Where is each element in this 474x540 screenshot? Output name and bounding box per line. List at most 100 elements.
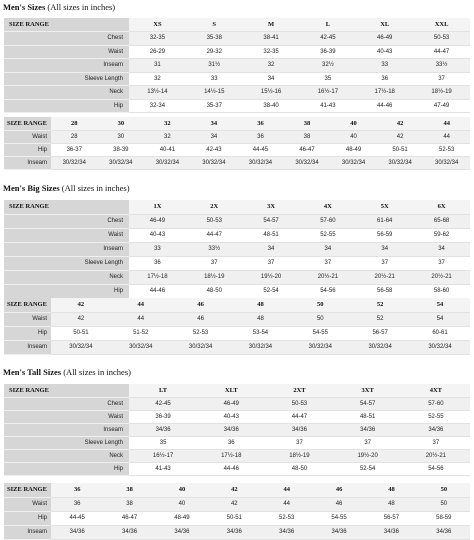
row-label: Chest xyxy=(4,214,129,229)
table-cell: 52-55 xyxy=(401,410,470,424)
table-cell: 54-55 xyxy=(290,326,351,341)
table-cell: 13½-14 xyxy=(129,85,186,100)
size-header-cell: 4X xyxy=(299,200,357,215)
table-cell: 28 xyxy=(51,130,98,144)
table-cell: 30/32/34 xyxy=(290,340,351,355)
header-row: SIZE RANGE LT XLT 2XT 3XT 4XT xyxy=(4,384,470,398)
table-cell: 50-51 xyxy=(208,511,261,526)
table-cell: 46 xyxy=(312,497,366,512)
table-cell: 30/32/34 xyxy=(51,156,98,170)
table-cell: 20½-21 xyxy=(401,449,470,463)
table-cell: 34/36 xyxy=(365,525,418,540)
size-header-cell: 50 xyxy=(417,483,470,498)
table-cell: 17½-18 xyxy=(129,270,186,285)
table-cell: 14½-15 xyxy=(185,85,243,100)
size-header-cell: 2X xyxy=(185,200,243,215)
table-cell: 42-43 xyxy=(190,143,238,157)
size-header-cell: 38 xyxy=(283,117,331,131)
table-cell: 34/36 xyxy=(260,525,313,540)
table-cell: 34/36 xyxy=(265,423,334,437)
size-header-cell: 48 xyxy=(230,298,291,313)
table-cell: 34 xyxy=(242,72,300,86)
row-label: Hip xyxy=(4,284,129,299)
table-row: Inseam 33 33½ 34 34 34 34 xyxy=(4,242,470,257)
table-cell: 37 xyxy=(401,436,470,450)
size-range-header: SIZE RANGE xyxy=(4,200,129,215)
table-cell: 57-60 xyxy=(401,397,470,411)
table-row: Neck 17½-18 18½-19 19½-20 20½-21 20½-21 20½-21 xyxy=(4,270,470,285)
table-cell: 37 xyxy=(265,436,334,450)
table-cell: 30/32/34 xyxy=(410,340,470,355)
size-header-cell: 42 xyxy=(208,483,261,498)
row-label: Sleeve Length xyxy=(4,436,129,450)
table-cell: 60-61 xyxy=(410,326,470,341)
row-label: Hip xyxy=(4,511,51,526)
table-cell: 20½-21 xyxy=(299,270,357,285)
table-cell: 34/36 xyxy=(208,525,261,540)
table-cell: 54-56 xyxy=(299,284,357,299)
table-cell: 33 xyxy=(129,242,186,257)
table-cell: 58-59 xyxy=(417,511,470,526)
table-cell: 38-40 xyxy=(242,99,300,113)
table-row: Hip 36-37 38-39 40-41 42-43 44-45 46-47 48-49 50… xyxy=(4,143,470,157)
table-cell: 50 xyxy=(290,312,351,327)
table-cell: 40-41 xyxy=(144,143,191,157)
table-cell: 37 xyxy=(413,72,470,86)
table-cell: 40 xyxy=(155,497,209,512)
mens-tall-sizes-table: SIZE RANGE LT XLT 2XT 3XT 4XT Chest 42-45 46-49 5… xyxy=(4,384,470,476)
table-cell: 47-49 xyxy=(413,99,470,113)
table-cell: 18½-19 xyxy=(413,85,470,100)
row-label: Inseam xyxy=(4,58,129,73)
size-header-cell: 34 xyxy=(190,117,238,131)
table-cell: 33½ xyxy=(413,58,470,73)
table-cell: 56-57 xyxy=(350,326,411,341)
table-cell: 30 xyxy=(97,130,145,144)
row-label: Sleeve Length xyxy=(4,256,129,271)
table-cell: 35 xyxy=(129,436,198,450)
table-cell: 17½-18 xyxy=(197,449,266,463)
table-cell: 40-43 xyxy=(129,228,186,243)
size-range-header: SIZE RANGE xyxy=(4,117,51,131)
row-label: Neck xyxy=(4,85,129,100)
table-cell: 32 xyxy=(144,130,191,144)
size-header-cell: 40 xyxy=(330,117,377,131)
table-cell: 50-53 xyxy=(265,397,334,411)
table-cell: 36-39 xyxy=(129,410,198,424)
table-row: Hip 44-46 48-50 52-54 54-56 56-58 58-60 xyxy=(4,284,470,299)
header-row: SIZE RANGE 28 30 32 34 36 38 40 42 44 xyxy=(4,117,470,131)
table-cell: 16½-17 xyxy=(129,449,198,463)
table-cell: 30/32/34 xyxy=(376,156,424,170)
table-cell: 32½ xyxy=(299,58,357,73)
size-header-cell: 42 xyxy=(51,298,111,313)
table-cell: 32-34 xyxy=(129,99,186,113)
size-header-cell: 4XT xyxy=(401,384,470,398)
table-cell: 36 xyxy=(129,256,186,271)
table-cell: 44-47 xyxy=(413,45,470,59)
table-row: Waist 42 44 46 48 50 52 54 xyxy=(4,312,470,327)
header-row: SIZE RANGE 1X 2X 3X 4X 5X 6X xyxy=(4,200,470,215)
table-cell: 32-35 xyxy=(242,45,300,59)
table-cell: 54-55 xyxy=(312,511,366,526)
table-cell: 52-53 xyxy=(423,143,470,157)
table-cell: 50-51 xyxy=(51,326,111,341)
mens-waist-table: SIZE RANGE 28 30 32 34 36 38 40 42 44 Waist 28 30 32 3… xyxy=(4,117,470,170)
table-cell: 33½ xyxy=(185,242,243,257)
table-cell: 37 xyxy=(185,256,243,271)
row-label: Hip xyxy=(4,143,51,157)
table-cell: 30/32/34 xyxy=(283,156,331,170)
table-cell: 42-45 xyxy=(129,397,198,411)
section-title: Men's Big Sizes xyxy=(3,183,60,193)
table-cell: 52-54 xyxy=(242,284,300,299)
table-cell: 44-46 xyxy=(356,99,414,113)
row-label: Hip xyxy=(4,99,129,113)
table-cell: 33 xyxy=(356,58,414,73)
table-row: Chest 32-35 35-38 38-41 42-45 46-49 50-53 xyxy=(4,31,470,46)
table-cell: 34/36 xyxy=(51,525,104,540)
size-header-cell: 54 xyxy=(410,298,470,313)
table-cell: 34 xyxy=(242,242,300,257)
table-row: Neck 13½-14 14½-15 15½-16 16½-17 17½-18 18½-19 xyxy=(4,85,470,100)
table-row: Waist 26-29 29-32 32-35 36-39 40-43 44-47 xyxy=(4,45,470,59)
header-row: SIZE RANGE 36 38 40 42 44 46 48 50 xyxy=(4,483,470,498)
row-label: Inseam xyxy=(4,525,51,540)
row-label: Neck xyxy=(4,270,129,285)
